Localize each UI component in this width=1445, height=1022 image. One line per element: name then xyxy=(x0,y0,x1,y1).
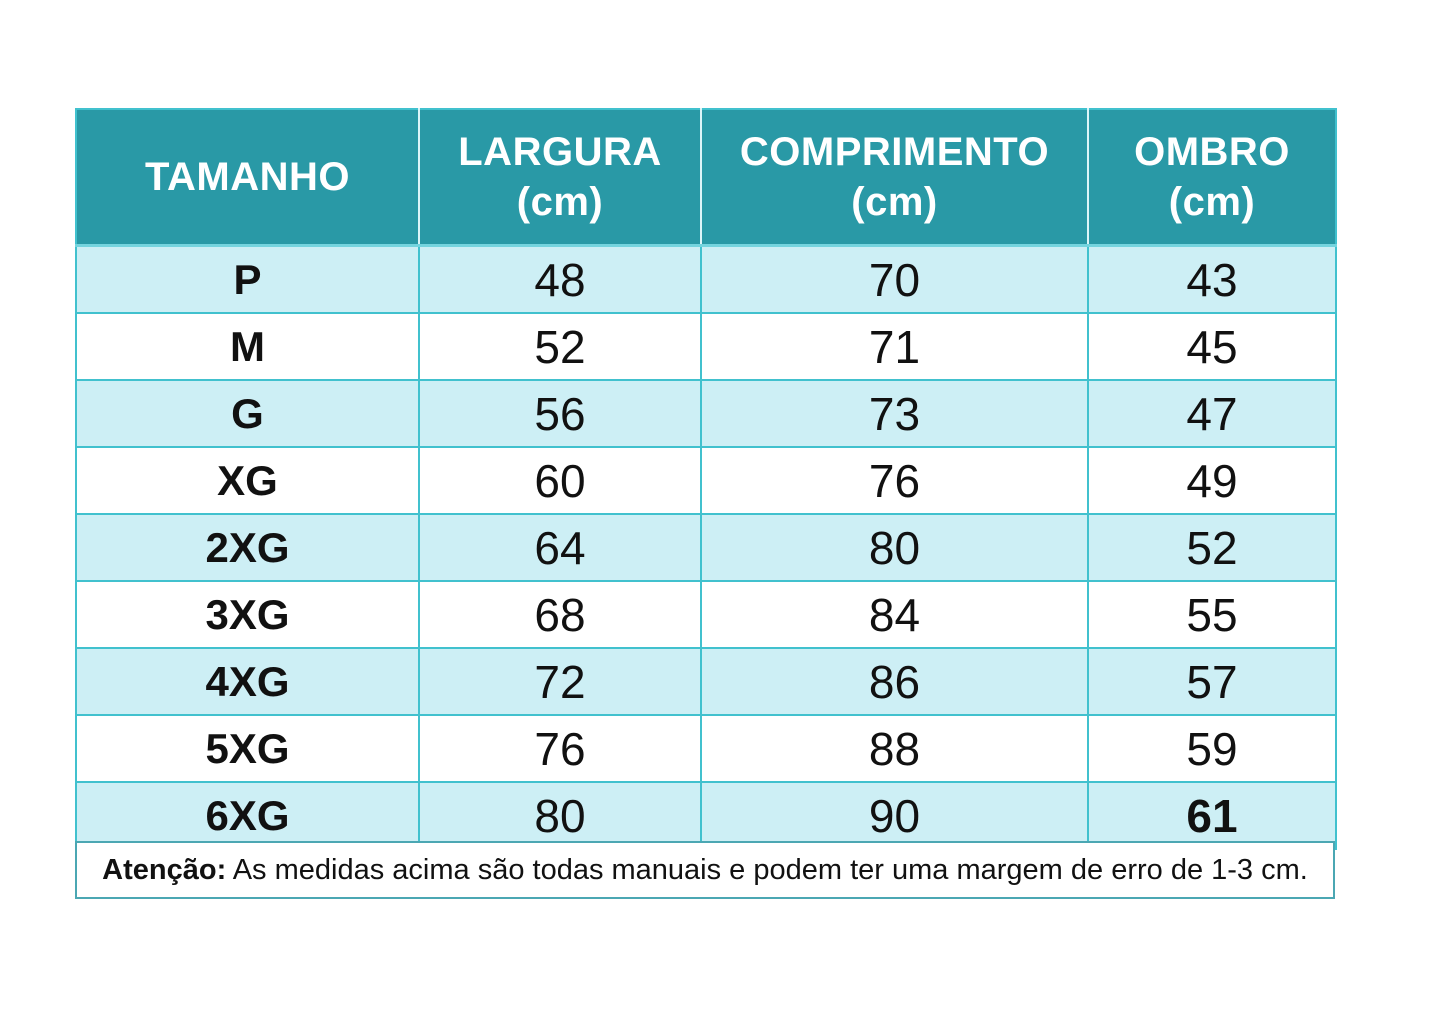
size-chart-table: TAMANHO LARGURA (cm) COMPRIMENTO (cm) OM… xyxy=(75,108,1337,850)
table-row: XG 60 76 49 xyxy=(75,446,1337,515)
comprimento-cell: 76 xyxy=(700,446,1089,515)
header-row: TAMANHO LARGURA (cm) COMPRIMENTO (cm) OM… xyxy=(75,108,1337,247)
largura-cell: 76 xyxy=(418,714,702,783)
column-header-comprimento: COMPRIMENTO (cm) xyxy=(700,108,1089,247)
ombro-cell: 59 xyxy=(1087,714,1337,783)
largura-cell: 72 xyxy=(418,647,702,716)
ombro-cell: 49 xyxy=(1087,446,1337,515)
ombro-cell: 55 xyxy=(1087,580,1337,649)
size-cell: 3XG xyxy=(75,580,420,649)
ombro-cell: 45 xyxy=(1087,312,1337,381)
table-row: 6XG 80 90 61 xyxy=(75,781,1337,850)
ombro-cell: 52 xyxy=(1087,513,1337,582)
size-cell: XG xyxy=(75,446,420,515)
comprimento-cell: 86 xyxy=(700,647,1089,716)
largura-cell: 52 xyxy=(418,312,702,381)
largura-cell: 68 xyxy=(418,580,702,649)
column-header-ombro: OMBRO (cm) xyxy=(1087,108,1337,247)
ombro-cell: 43 xyxy=(1087,244,1337,314)
ombro-cell: 61 xyxy=(1087,781,1337,850)
table-row: M 52 71 45 xyxy=(75,312,1337,381)
column-label: COMPRIMENTO xyxy=(739,130,1050,174)
table-row: P 48 70 43 xyxy=(75,244,1337,314)
table-header: TAMANHO LARGURA (cm) COMPRIMENTO (cm) OM… xyxy=(75,108,1337,247)
size-cell: 5XG xyxy=(75,714,420,783)
column-unit: (cm) xyxy=(1168,180,1256,224)
table-row: 3XG 68 84 55 xyxy=(75,580,1337,649)
comprimento-cell: 73 xyxy=(700,379,1089,448)
table-body: P 48 70 43 M 52 71 45 G 56 73 47 XG 60 7… xyxy=(75,244,1337,850)
largura-cell: 48 xyxy=(418,244,702,314)
comprimento-cell: 71 xyxy=(700,312,1089,381)
comprimento-cell: 80 xyxy=(700,513,1089,582)
column-header-largura: LARGURA (cm) xyxy=(418,108,702,247)
comprimento-cell: 84 xyxy=(700,580,1089,649)
table-row: 5XG 76 88 59 xyxy=(75,714,1337,783)
largura-cell: 80 xyxy=(418,781,702,850)
largura-cell: 60 xyxy=(418,446,702,515)
column-header-tamanho: TAMANHO xyxy=(75,108,420,247)
column-label: OMBRO xyxy=(1134,130,1290,174)
largura-cell: 64 xyxy=(418,513,702,582)
largura-cell: 56 xyxy=(418,379,702,448)
table-row: 2XG 64 80 52 xyxy=(75,513,1337,582)
ombro-cell: 47 xyxy=(1087,379,1337,448)
size-cell: G xyxy=(75,379,420,448)
table-row: G 56 73 47 xyxy=(75,379,1337,448)
note-box: Atenção: As medidas acima são todas manu… xyxy=(75,841,1335,899)
size-cell: P xyxy=(75,244,420,314)
note-text: As medidas acima são todas manuais e pod… xyxy=(226,853,1308,886)
size-cell: 4XG xyxy=(75,647,420,716)
ombro-cell: 57 xyxy=(1087,647,1337,716)
note-label: Atenção: xyxy=(102,853,227,886)
size-cell: 6XG xyxy=(75,781,420,850)
comprimento-cell: 70 xyxy=(700,244,1089,314)
comprimento-cell: 90 xyxy=(700,781,1089,850)
column-unit: (cm) xyxy=(851,180,938,224)
table-row: 4XG 72 86 57 xyxy=(75,647,1337,716)
size-cell: 2XG xyxy=(75,513,420,582)
column-label: TAMANHO xyxy=(145,155,350,199)
comprimento-cell: 88 xyxy=(700,714,1089,783)
size-cell: M xyxy=(75,312,420,381)
column-label: LARGURA xyxy=(458,130,662,174)
column-unit: (cm) xyxy=(516,180,604,224)
